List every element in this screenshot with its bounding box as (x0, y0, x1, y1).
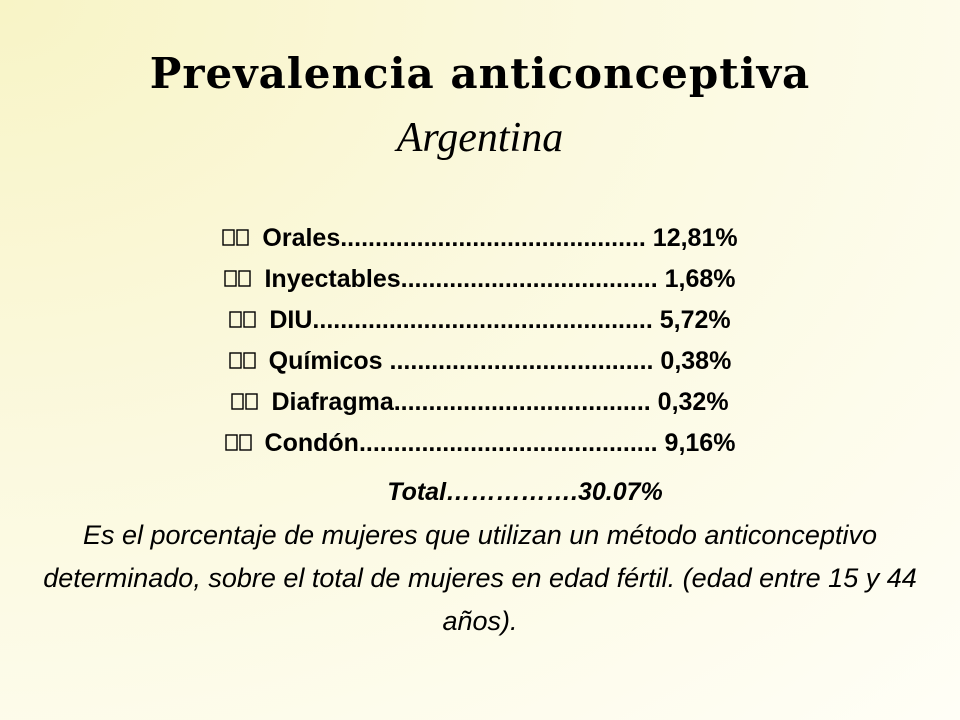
list-item: Químicos ...............................… (0, 341, 960, 382)
total-line: Total…………….30.07% (387, 478, 663, 506)
method-condon: Condón..................................… (264, 429, 736, 457)
method-list: Orales..................................… (0, 218, 960, 464)
double-box-bullet-icon (222, 228, 250, 248)
double-box-bullet-icon (224, 269, 252, 289)
method-quimicos: Químicos ...............................… (268, 347, 732, 375)
method-inyectables: Inyectables.............................… (264, 265, 736, 293)
list-item: Condón..................................… (0, 423, 960, 464)
method-diafragma: Diafragma...............................… (271, 388, 729, 416)
double-box-bullet-icon (224, 433, 253, 453)
list-item: Orales..................................… (0, 218, 960, 259)
slide-subtitle: Argentina (396, 115, 564, 161)
method-orales: Orales..................................… (262, 224, 738, 252)
slide-title: Prevalencia anticonceptiva (149, 49, 811, 98)
definition-note: Es el porcentaje de mujeres que utilizan… (43, 520, 917, 636)
double-box-bullet-icon (231, 392, 259, 412)
double-box-bullet-icon (229, 310, 257, 330)
method-diu: DIU.....................................… (269, 306, 731, 334)
list-item: DIU.....................................… (0, 300, 960, 341)
double-box-bullet-icon (228, 351, 257, 371)
list-item: Inyectables.............................… (0, 259, 960, 300)
list-item: Diafragma...............................… (0, 382, 960, 423)
